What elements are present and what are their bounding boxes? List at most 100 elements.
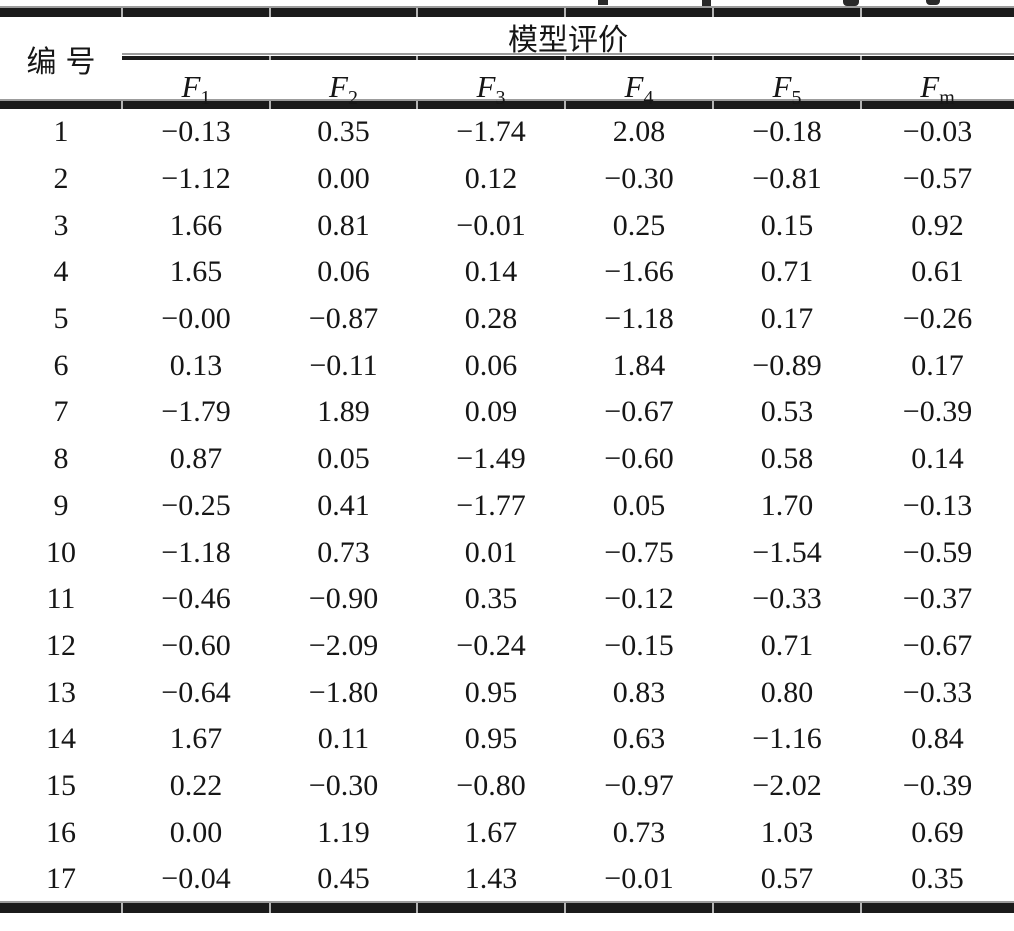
cell-Fm: −0.39 [902, 768, 973, 802]
cell-F3: −0.80 [456, 768, 526, 802]
cell-Fm: −0.03 [902, 115, 973, 149]
cell-F5: 0.80 [760, 675, 814, 709]
cell-Fm: 0.92 [911, 208, 964, 242]
cell-F5: 0.17 [760, 302, 814, 336]
cell-F3: 0.06 [464, 348, 518, 382]
cell-F5: −0.18 [752, 115, 822, 149]
cell-F2: −2.09 [308, 628, 379, 662]
group-header-model-evaluation: 模型评价 [508, 24, 628, 57]
table-row: 13 −0.64 −1.80 0.95 0.83 0.80 −0.33 [0, 669, 1014, 716]
row-id: 5 [53, 302, 69, 336]
row-id: 15 [46, 768, 76, 802]
cell-F4: −0.60 [604, 442, 674, 476]
cell-F3: 0.35 [464, 582, 518, 616]
table-row: 1 −0.13 0.35 −1.74 2.08 −0.18 −0.03 [0, 109, 1014, 156]
cell-F3: 0.95 [464, 722, 518, 756]
cell-F5: 1.70 [760, 488, 814, 522]
cell-F2: 1.89 [317, 395, 370, 429]
cell-F4: 0.83 [612, 675, 666, 709]
row-id: 13 [46, 675, 76, 709]
table-row: 10 −1.18 0.73 0.01 −0.75 −1.54 −0.59 [0, 529, 1014, 576]
cell-F1: −0.60 [161, 628, 231, 662]
table-row: 8 0.87 0.05 −1.49 −0.60 0.58 0.14 [0, 436, 1014, 483]
cell-F1: −0.25 [161, 488, 231, 522]
group-header-rule [122, 56, 1014, 60]
cropped-text-remnant [702, 0, 711, 6]
cell-F4: −0.67 [604, 395, 674, 429]
cell-F5: −2.02 [752, 768, 822, 802]
table-row: 15 0.22 −0.30 −0.80 −0.97 −2.02 −0.39 [0, 763, 1014, 810]
column-header-F4: F4 [624, 69, 654, 109]
cell-F2: 0.06 [317, 255, 370, 289]
row-id: 16 [46, 815, 76, 849]
cell-F4: 1.84 [612, 348, 666, 382]
cell-F1: −0.13 [161, 115, 231, 149]
cell-F1: −1.12 [161, 162, 231, 196]
row-id: 2 [53, 162, 69, 196]
row-id: 7 [53, 395, 69, 429]
cell-F5: −1.16 [752, 722, 822, 756]
cell-F3: −1.77 [456, 488, 526, 522]
cell-F4: −0.30 [604, 162, 674, 196]
cell-F5: 0.53 [760, 395, 814, 429]
table-row: 14 1.67 0.11 0.95 0.63 −1.16 0.84 [0, 716, 1014, 763]
table-row: 3 1.66 0.81 −0.01 0.25 0.15 0.92 [0, 202, 1014, 249]
factor-header-row: F1 F2 F3 F4 F5 Fm [0, 65, 1014, 109]
table-row: 11 −0.46 −0.90 0.35 −0.12 −0.33 −0.37 [0, 576, 1014, 623]
cell-F4: 0.25 [612, 208, 666, 242]
cell-F3: 0.14 [464, 255, 518, 289]
cell-F5: 0.15 [760, 208, 814, 242]
cell-F4: 0.63 [612, 722, 666, 756]
cell-F5: 0.58 [760, 442, 814, 476]
cell-F5: −0.81 [752, 162, 822, 196]
column-header-Fm: Fm [920, 69, 955, 109]
cell-F2: −1.80 [308, 675, 379, 709]
row-id: 3 [53, 208, 69, 242]
header-bottom-rule-shadow [0, 99, 1014, 101]
cell-F2: 0.41 [317, 488, 370, 522]
cell-F1: 0.00 [169, 815, 223, 849]
group-header-rule-shadow [122, 53, 1014, 55]
header-bottom-rule [0, 101, 1014, 109]
cell-Fm: 0.35 [911, 862, 964, 896]
row-id: 10 [46, 535, 76, 569]
cell-F3: −0.24 [456, 628, 526, 662]
cell-F3: 1.67 [464, 815, 518, 849]
cell-F1: −0.04 [161, 862, 231, 896]
cell-F5: −1.54 [752, 535, 822, 569]
table-row: 7 −1.79 1.89 0.09 −0.67 0.53 −0.39 [0, 389, 1014, 436]
cell-F4: −1.18 [604, 302, 674, 336]
cell-F2: 0.81 [317, 208, 370, 242]
table-bottom-rule [0, 903, 1014, 913]
row-id: 1 [53, 115, 69, 149]
table-row: 17 −0.04 0.45 1.43 −0.01 0.57 0.35 [0, 856, 1014, 903]
cell-Fm: −0.33 [902, 675, 973, 709]
cell-F4: 0.73 [612, 815, 666, 849]
table-row: 12 −0.60 −2.09 −0.24 −0.15 0.71 −0.67 [0, 623, 1014, 670]
table-row: 6 0.13 −0.11 0.06 1.84 −0.89 0.17 [0, 342, 1014, 389]
cell-F2: 0.73 [317, 535, 370, 569]
row-id: 6 [53, 348, 69, 382]
cell-Fm: 0.84 [911, 722, 964, 756]
cell-F3: 0.01 [464, 535, 518, 569]
table-body: 1 −0.13 0.35 −1.74 2.08 −0.18 −0.03 2 −1.12 0.00 0… [0, 109, 1014, 903]
cell-F2: 1.19 [317, 815, 370, 849]
cell-F4: −1.66 [604, 255, 674, 289]
cell-Fm: −0.13 [902, 488, 973, 522]
table-row: 2 −1.12 0.00 0.12 −0.30 −0.81 −0.57 [0, 156, 1014, 203]
cell-F2: 0.00 [317, 162, 370, 196]
cell-F1: 1.65 [169, 255, 223, 289]
row-id: 8 [53, 442, 69, 476]
cell-F1: −0.46 [161, 582, 231, 616]
cell-F1: 0.13 [169, 348, 223, 382]
cell-Fm: −0.26 [902, 302, 973, 336]
cell-Fm: −0.39 [902, 395, 973, 429]
row-id: 4 [53, 255, 69, 289]
cell-F5: 0.57 [760, 862, 814, 896]
row-id: 12 [46, 628, 76, 662]
cell-F2: 0.05 [317, 442, 370, 476]
column-header-F5: F5 [772, 69, 802, 109]
row-id: 9 [53, 488, 69, 522]
row-id: 17 [46, 862, 76, 896]
cell-F4: 2.08 [612, 115, 666, 149]
